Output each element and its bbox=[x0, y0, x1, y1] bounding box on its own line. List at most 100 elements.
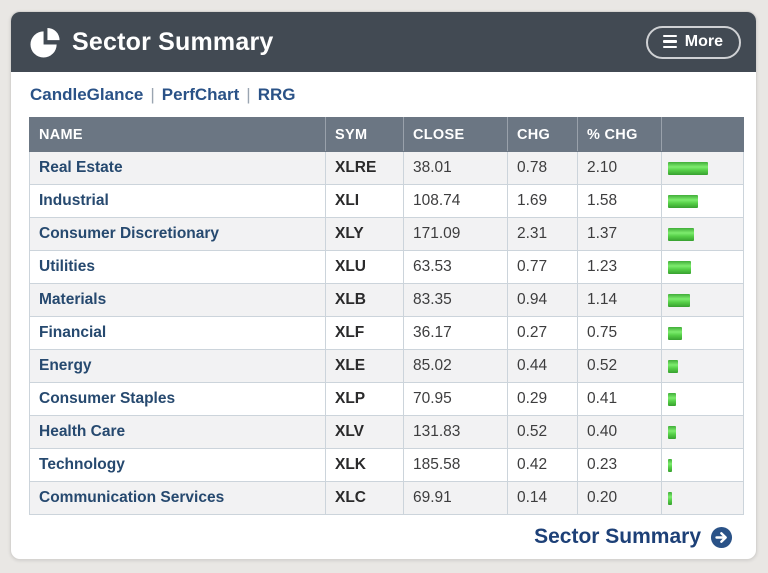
symbol-cell: XLRE bbox=[325, 151, 404, 185]
chg-cell: 0.42 bbox=[507, 448, 578, 482]
sector-link[interactable]: Energy bbox=[39, 357, 92, 374]
symbol-cell: XLV bbox=[325, 415, 404, 449]
sector-link[interactable]: Materials bbox=[39, 291, 107, 308]
table-row: Health Care XLV 131.83 0.52 0.40 bbox=[29, 415, 744, 449]
chg-cell: 0.44 bbox=[507, 349, 578, 383]
tool-links-bar: CandleGlance | PerfChart | RRG bbox=[11, 72, 756, 117]
pct-chg-bar bbox=[668, 326, 682, 340]
close-cell: 171.09 bbox=[403, 217, 508, 251]
footer-link-label: Sector Summary bbox=[534, 525, 701, 548]
pct-chg-cell: 0.23 bbox=[577, 448, 662, 482]
pct-chg-bar bbox=[668, 359, 678, 373]
chg-cell: 2.31 bbox=[507, 217, 578, 251]
pct-chg-cell: 1.37 bbox=[577, 217, 662, 251]
table-row: Energy XLE 85.02 0.44 0.52 bbox=[29, 349, 744, 383]
chg-cell: 0.14 bbox=[507, 481, 578, 515]
pct-chg-cell: 1.14 bbox=[577, 283, 662, 317]
sector-link[interactable]: Utilities bbox=[39, 258, 95, 275]
sector-link[interactable]: Technology bbox=[39, 456, 125, 473]
chg-cell: 0.77 bbox=[507, 250, 578, 284]
sector-link[interactable]: Financial bbox=[39, 324, 107, 341]
table-row: Financial XLF 36.17 0.27 0.75 bbox=[29, 316, 744, 350]
sector-table-header: NAME SYM CLOSE CHG % CHG bbox=[29, 117, 744, 152]
close-cell: 108.74 bbox=[403, 184, 508, 218]
widget-footer: Sector Summary bbox=[11, 515, 756, 549]
symbol-cell: XLC bbox=[325, 481, 404, 515]
arrow-right-circle-icon bbox=[710, 526, 733, 549]
pct-chg-bar bbox=[668, 161, 708, 175]
chg-cell: 0.29 bbox=[507, 382, 578, 416]
perfchart-link[interactable]: PerfChart bbox=[161, 85, 240, 104]
pct-chg-bar bbox=[668, 293, 690, 307]
pct-chg-cell: 1.23 bbox=[577, 250, 662, 284]
sector-link[interactable]: Communication Services bbox=[39, 489, 225, 506]
column-header-name: NAME bbox=[29, 117, 326, 152]
close-cell: 85.02 bbox=[403, 349, 508, 383]
table-row: Consumer Discretionary XLY 171.09 2.31 1… bbox=[29, 217, 744, 251]
column-header-pct-chg: % CHG bbox=[577, 117, 662, 152]
close-cell: 131.83 bbox=[403, 415, 508, 449]
symbol-cell: XLF bbox=[325, 316, 404, 350]
close-cell: 36.17 bbox=[403, 316, 508, 350]
sector-link[interactable]: Health Care bbox=[39, 423, 126, 440]
symbol-cell: XLE bbox=[325, 349, 404, 383]
chg-cell: 0.52 bbox=[507, 415, 578, 449]
table-row: Industrial XLI 108.74 1.69 1.58 bbox=[29, 184, 744, 218]
pct-chg-bar bbox=[668, 491, 672, 505]
symbol-cell: XLB bbox=[325, 283, 404, 317]
chg-cell: 0.78 bbox=[507, 151, 578, 185]
candleglance-link[interactable]: CandleGlance bbox=[30, 85, 144, 104]
close-cell: 185.58 bbox=[403, 448, 508, 482]
pct-chg-bar bbox=[668, 392, 676, 406]
widget-title: Sector Summary bbox=[72, 27, 274, 56]
table-row: Technology XLK 185.58 0.42 0.23 bbox=[29, 448, 744, 482]
pie-chart-icon bbox=[30, 27, 61, 58]
column-header-chg: CHG bbox=[507, 117, 578, 152]
table-row: Communication Services XLC 69.91 0.14 0.… bbox=[29, 481, 744, 515]
link-separator: | bbox=[246, 85, 251, 104]
close-cell: 69.91 bbox=[403, 481, 508, 515]
sector-link[interactable]: Consumer Staples bbox=[39, 390, 176, 407]
column-header-sym: SYM bbox=[325, 117, 404, 152]
sector-table-body: Real Estate XLRE 38.01 0.78 2.10 Industr… bbox=[29, 151, 744, 515]
table-row: Materials XLB 83.35 0.94 1.14 bbox=[29, 283, 744, 317]
hamburger-icon bbox=[662, 34, 677, 49]
symbol-cell: XLK bbox=[325, 448, 404, 482]
symbol-cell: XLI bbox=[325, 184, 404, 218]
pct-chg-cell: 1.58 bbox=[577, 184, 662, 218]
chg-cell: 0.27 bbox=[507, 316, 578, 350]
pct-chg-cell: 0.75 bbox=[577, 316, 662, 350]
pct-chg-cell: 0.41 bbox=[577, 382, 662, 416]
symbol-cell: XLP bbox=[325, 382, 404, 416]
close-cell: 63.53 bbox=[403, 250, 508, 284]
link-separator: | bbox=[150, 85, 155, 104]
close-cell: 83.35 bbox=[403, 283, 508, 317]
pct-chg-cell: 0.20 bbox=[577, 481, 662, 515]
pct-chg-bar bbox=[668, 194, 698, 208]
table-row: Utilities XLU 63.53 0.77 1.23 bbox=[29, 250, 744, 284]
more-button-label: More bbox=[684, 32, 723, 50]
sector-summary-widget: Sector Summary More CandleGlance | PerfCha… bbox=[10, 11, 757, 560]
column-header-bar bbox=[661, 117, 744, 152]
pct-chg-bar bbox=[668, 227, 694, 241]
chg-cell: 1.69 bbox=[507, 184, 578, 218]
sector-link[interactable]: Industrial bbox=[39, 192, 109, 209]
more-button[interactable]: More bbox=[645, 25, 741, 59]
chg-cell: 0.94 bbox=[507, 283, 578, 317]
pct-chg-bar bbox=[668, 458, 672, 472]
symbol-cell: XLU bbox=[325, 250, 404, 284]
pct-chg-cell: 0.52 bbox=[577, 349, 662, 383]
sector-link[interactable]: Real Estate bbox=[39, 159, 123, 176]
pct-chg-cell: 0.40 bbox=[577, 415, 662, 449]
table-row: Real Estate XLRE 38.01 0.78 2.10 bbox=[29, 151, 744, 185]
widget-header: Sector Summary More bbox=[11, 12, 756, 72]
sector-table: NAME SYM CLOSE CHG % CHG Real Estate XLR… bbox=[29, 117, 744, 515]
table-row: Consumer Staples XLP 70.95 0.29 0.41 bbox=[29, 382, 744, 416]
sector-summary-footer-link[interactable]: Sector Summary bbox=[534, 525, 733, 549]
pct-chg-bar bbox=[668, 425, 676, 439]
sector-link[interactable]: Consumer Discretionary bbox=[39, 225, 220, 242]
symbol-cell: XLY bbox=[325, 217, 404, 251]
pct-chg-bar bbox=[668, 260, 691, 274]
close-cell: 70.95 bbox=[403, 382, 508, 416]
rrg-link[interactable]: RRG bbox=[257, 85, 296, 104]
